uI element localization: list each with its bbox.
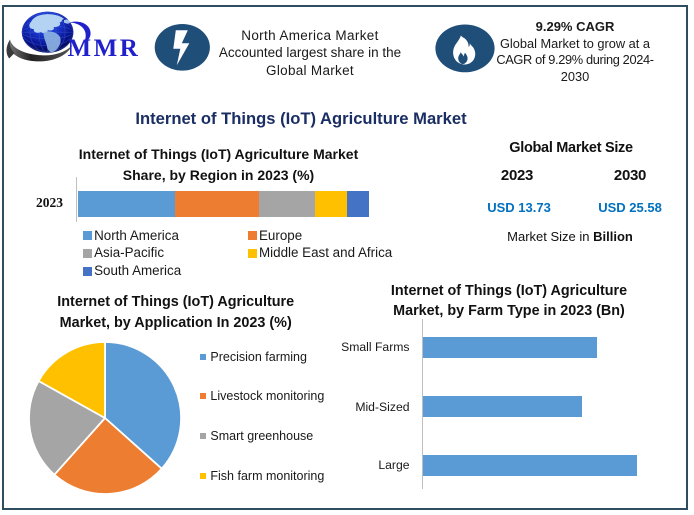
svg-text:MMR: MMR bbox=[68, 35, 141, 62]
